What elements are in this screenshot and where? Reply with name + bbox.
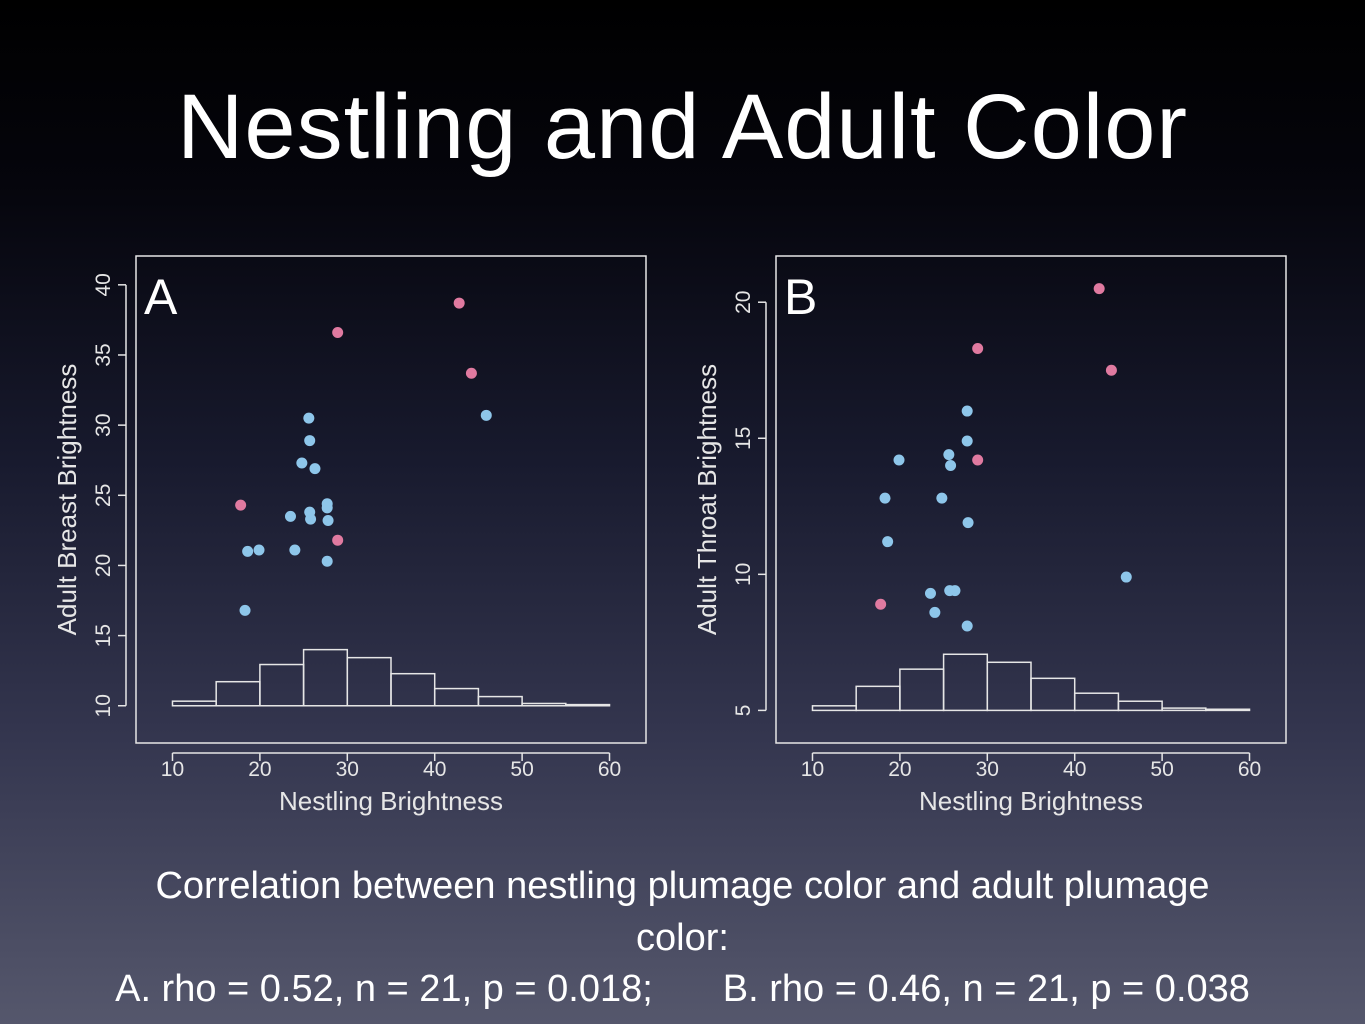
histogram-bar xyxy=(171,700,217,707)
slide-title: Nestling and Adult Color xyxy=(176,76,1189,178)
histogram-bar xyxy=(942,653,989,712)
data-point-pink xyxy=(465,367,477,379)
data-point-blue xyxy=(321,555,333,567)
histogram-bar xyxy=(1117,700,1163,712)
histogram-bar xyxy=(259,663,305,707)
x-tick-label: 20 xyxy=(248,758,271,781)
chart-panel-b: 10 20 30 40 50 60 5 10 15 20 Nestling Brightness Ad… xyxy=(692,255,1287,816)
data-point-blue xyxy=(882,536,894,548)
y-axis-title: Adult Breast Brightness xyxy=(52,364,82,636)
caption-line-1: Correlation between nestling plumage col… xyxy=(155,865,1210,907)
y-tick-label: 15 xyxy=(732,427,755,450)
histogram-bar xyxy=(521,702,567,707)
y-tick-label: 10 xyxy=(732,563,755,586)
histogram-bar xyxy=(986,661,1032,712)
data-point-blue xyxy=(949,585,961,597)
histogram-bar xyxy=(477,695,523,707)
histogram-bar xyxy=(215,680,261,707)
data-point-blue xyxy=(961,435,973,447)
data-point-blue xyxy=(1120,571,1132,583)
x-tick-label: 30 xyxy=(976,758,999,781)
x-tick-label: 50 xyxy=(1150,758,1173,781)
x-tick-label: 10 xyxy=(161,758,184,781)
histogram-bar xyxy=(565,703,611,707)
data-point-pink xyxy=(1093,283,1105,295)
y-tick-label: 35 xyxy=(92,343,115,366)
y-tick-label: 20 xyxy=(92,554,115,577)
data-point-blue xyxy=(929,606,941,618)
y-tick-label: 5 xyxy=(732,705,755,717)
y-tick-label: 30 xyxy=(92,413,115,436)
data-point-blue xyxy=(893,454,905,466)
data-point-blue xyxy=(943,449,955,461)
plot-frame xyxy=(775,255,1287,744)
data-point-pink xyxy=(875,598,887,610)
data-point-pink xyxy=(453,297,465,309)
data-point-blue xyxy=(945,459,957,471)
histogram-bar xyxy=(1161,707,1207,712)
data-point-pink xyxy=(972,342,984,354)
data-point-blue xyxy=(480,409,492,421)
data-point-blue xyxy=(305,513,317,525)
data-point-blue xyxy=(879,492,891,504)
histogram-bar xyxy=(433,687,480,707)
y-tick-label: 40 xyxy=(92,273,115,296)
x-tick-label: 30 xyxy=(336,758,359,781)
stat-a: A. rho = 0.52, n = 21, p = 0.018; xyxy=(115,968,653,1010)
x-tick-label: 40 xyxy=(1063,758,1086,781)
y-tick-label: 15 xyxy=(92,624,115,647)
x-tick-label: 10 xyxy=(801,758,824,781)
data-point-blue xyxy=(239,604,251,616)
y-tick-label: 20 xyxy=(732,291,755,314)
histogram-bar xyxy=(346,656,392,707)
data-point-blue xyxy=(924,587,936,599)
data-point-blue xyxy=(961,405,973,417)
plot-frame xyxy=(135,255,647,744)
panel-label: A xyxy=(144,269,178,325)
data-point-blue xyxy=(284,510,296,522)
y-tick-label: 10 xyxy=(92,694,115,717)
data-point-pink xyxy=(1105,364,1117,376)
data-point-blue xyxy=(242,545,254,557)
y-axis-title: Adult Throat Brightness xyxy=(692,364,722,635)
y-tick-label: 25 xyxy=(92,484,115,507)
data-point-blue xyxy=(289,544,301,556)
data-point-blue xyxy=(962,517,974,529)
histogram-bar xyxy=(811,705,857,712)
x-axis-title: Nestling Brightness xyxy=(279,786,503,816)
caption-line-2: color: xyxy=(636,917,729,959)
histogram-bar xyxy=(1205,708,1251,712)
histogram-bar xyxy=(1073,692,1120,712)
histogram-bar xyxy=(302,648,349,707)
data-point-blue xyxy=(309,463,321,475)
data-point-pink xyxy=(332,327,344,339)
x-tick-label: 60 xyxy=(598,758,621,781)
x-tick-label: 60 xyxy=(1238,758,1261,781)
data-point-pink xyxy=(332,534,344,546)
data-point-blue xyxy=(936,492,948,504)
chart-panel-a: 10 20 30 40 50 60 10 15 20 25 30 35 40 Nestling Brigh… xyxy=(52,255,647,816)
data-point-blue xyxy=(253,544,265,556)
x-tick-label: 40 xyxy=(423,758,446,781)
data-point-blue xyxy=(303,412,315,424)
data-point-blue xyxy=(296,457,308,469)
data-point-blue xyxy=(321,502,333,514)
data-point-blue xyxy=(322,515,334,527)
x-tick-label: 20 xyxy=(888,758,911,781)
x-tick-label: 50 xyxy=(510,758,533,781)
data-point-blue xyxy=(961,620,973,632)
panel-label: B xyxy=(784,269,817,325)
stat-b: B. rho = 0.46, n = 21, p = 0.038 xyxy=(722,968,1250,1010)
data-point-blue xyxy=(304,435,316,447)
x-axis-title: Nestling Brightness xyxy=(919,786,1143,816)
histogram-bar xyxy=(899,668,945,712)
data-point-pink xyxy=(235,499,247,511)
data-point-pink xyxy=(972,454,984,466)
histogram-bar xyxy=(390,672,436,707)
caption-stats: A. rho = 0.52, n = 21, p = 0.018; B. rho … xyxy=(0,963,1365,1015)
histogram-bar xyxy=(1030,677,1076,712)
histogram-bar xyxy=(855,685,901,712)
